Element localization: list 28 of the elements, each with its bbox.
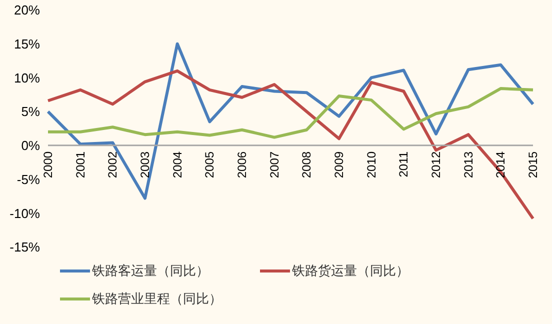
x-tick-label: 2004 — [170, 151, 184, 178]
x-tick-label: 2003 — [138, 151, 152, 178]
y-tick-label: 0% — [21, 138, 40, 154]
legend-label: 铁路营业里程（同比） — [92, 291, 222, 308]
x-tick-label: 2006 — [235, 151, 249, 178]
y-tick-label: 15% — [14, 36, 40, 52]
x-tick-label: 2008 — [300, 151, 314, 178]
y-tick-label: 5% — [21, 104, 40, 120]
y-tick-label: 20% — [14, 2, 40, 18]
x-tick-label: 2002 — [106, 151, 120, 178]
x-tick-label: 2011 — [396, 151, 411, 178]
x-tick-label: 2001 — [73, 151, 88, 178]
x-tick-label: 2010 — [364, 151, 378, 178]
x-tick-label: 2000 — [41, 151, 55, 178]
x-tick-label: 2007 — [267, 151, 282, 178]
line-series — [46, 87, 534, 139]
legend-label: 铁路客运量（同比） — [92, 263, 209, 280]
y-tick-label: -5% — [16, 172, 40, 187]
x-tick-label: 2013 — [461, 151, 476, 178]
legend-label: 铁路货运量（同比） — [292, 263, 409, 280]
x-tick-label: 2014 — [494, 151, 508, 178]
y-tick-label: 10% — [14, 70, 40, 86]
x-tick-label: 2012 — [429, 151, 443, 178]
y-tick-label: -10% — [10, 206, 40, 221]
x-tick-label: 2009 — [332, 151, 346, 178]
x-tick-label: 2005 — [202, 151, 217, 178]
y-tick-label: -15% — [10, 240, 40, 255]
x-tick-label: 2015 — [526, 151, 540, 178]
